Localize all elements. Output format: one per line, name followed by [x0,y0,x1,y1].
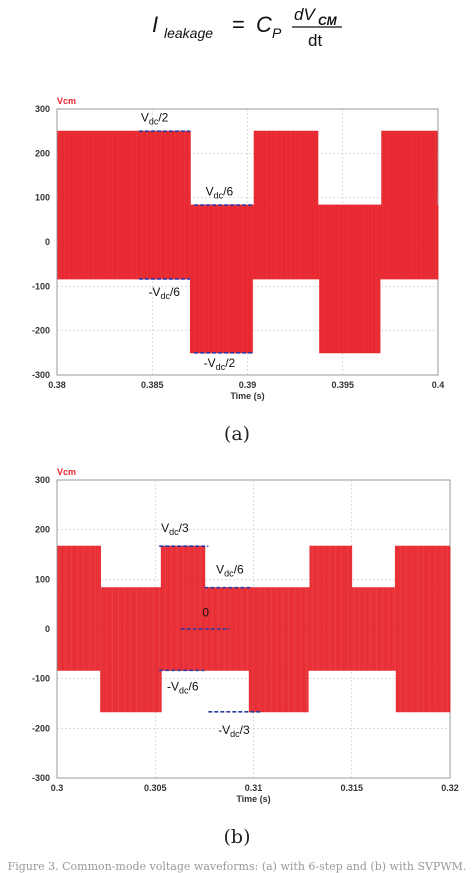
level-label-suffix: /2 [158,110,168,124]
series-line-vcm [57,545,451,713]
y-axis-label: Vcm [57,467,76,477]
y-tick-label: -300 [32,773,50,783]
level-label-suffix: /3 [240,723,250,737]
y-tick-label: 100 [35,574,50,584]
level-label-main: -V [218,723,230,737]
x-tick-label: 0.395 [331,380,354,390]
formula-numerator: dV [294,5,316,24]
formula-lhs-sub: leakage [164,25,213,41]
level-label: -Vdc/2 [204,356,236,372]
y-tick-label: 200 [35,148,50,158]
caption-a: (a) [223,423,251,445]
level-label-sub: dc [214,190,224,200]
figure-caption-text: Figure 3. Common-mode voltage waveforms:… [7,860,467,873]
level-label-sub: dc [169,527,179,537]
formula-denominator: dt [308,31,322,50]
level-label: Vdc/6 [206,184,234,200]
x-tick-label: 0.31 [245,783,263,793]
y-tick-label: 0 [45,624,50,634]
formula-coef-sub: P [272,25,282,41]
level-label: Vdc/2 [141,110,169,126]
y-tick-label: 100 [35,193,50,203]
level-label-main: -V [204,356,216,370]
y-tick-label: -200 [32,723,50,733]
level-label-suffix: /2 [225,356,235,370]
x-axis-label: Time (s) [236,794,270,804]
x-tick-label: 0.32 [441,783,459,793]
chart-b: 0.3 0.305 0.31 0.315 0.32 300 200 100 0 -100 -200 -… [32,467,459,804]
level-label-sub: dc [224,568,234,578]
y-tick-label: 200 [35,525,50,535]
x-tick-label: 0.38 [48,380,66,390]
level-label: -Vdc/6 [148,285,180,301]
y-tick-label: 300 [35,475,50,485]
formula-coef: C [256,12,272,37]
y-tick-label: -200 [32,326,50,336]
x-tick-label: 0.4 [432,380,445,390]
y-tick-label: -100 [32,674,50,684]
level-label-suffix: /6 [223,184,233,198]
level-label-main: V [206,184,214,198]
level-label-main: V [141,110,149,124]
level-label-sub: dc [160,291,170,301]
caption-b: (b) [223,826,251,848]
level-label-sub: dc [149,116,159,126]
level-label-suffix: /3 [179,521,189,535]
chart-a: 0.38 0.385 0.39 0.395 0.4 300 200 100 0 -100 -200 -… [32,96,445,401]
level-label-suffix: /6 [189,680,199,694]
x-tick-label: 0.39 [239,380,257,390]
y-tick-label: 300 [35,104,50,114]
level-label-sub: dc [179,686,189,696]
level-label-main: -V [167,680,179,694]
x-tick-label: 0.305 [144,783,167,793]
level-label-sub: dc [216,362,226,372]
y-tick-label: -300 [32,370,50,380]
level-label: -Vdc/6 [167,680,199,696]
formula-lhs: I [152,12,158,37]
level-label-suffix: /6 [234,562,244,576]
level-label: -Vdc/3 [218,723,250,739]
y-tick-label: 0 [45,237,50,247]
level-label-main: V [161,521,169,535]
level-label-main: 0 [202,606,209,620]
level-label-main: V [216,562,224,576]
x-axis-label: Time (s) [230,391,264,401]
formula-numerator-sub: CM [318,14,338,28]
level-label: Vdc/3 [161,521,189,537]
y-axis-label: Vcm [57,96,76,106]
leakage-current-formula: I leakage = C P dV CM dt [152,5,342,50]
series-line-vcm [57,130,439,354]
x-tick-label: 0.3 [51,783,64,793]
level-label: Vdc/6 [216,562,244,578]
formula-equals: = [232,12,245,37]
level-label-suffix: /6 [170,285,180,299]
level-label-main: -V [148,285,160,299]
x-tick-label: 0.315 [340,783,363,793]
level-label: 0 [202,606,209,620]
level-label-sub: dc [230,729,240,739]
y-tick-label: -100 [32,281,50,291]
x-tick-label: 0.385 [141,380,164,390]
